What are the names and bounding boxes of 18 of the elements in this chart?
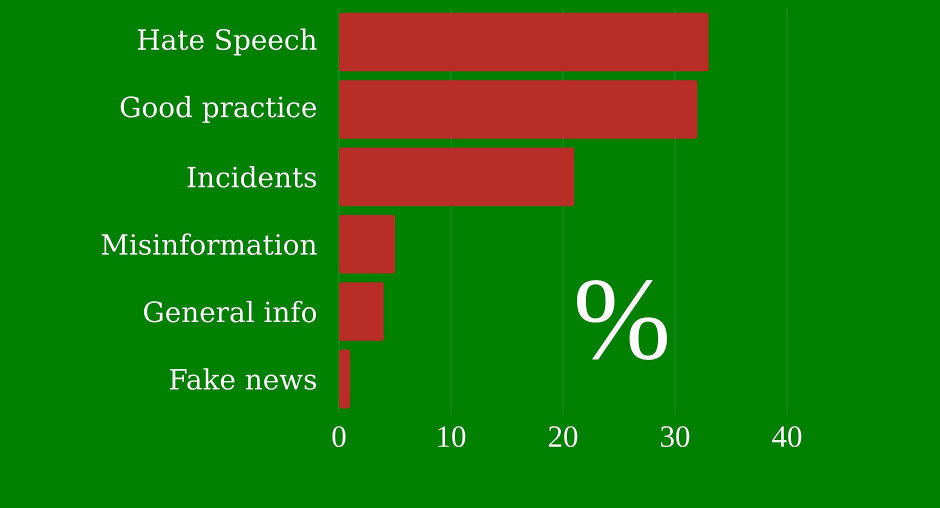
- y-tick-label: Misinformation: [102, 233, 317, 255]
- y-tick-label: Incidents: [188, 166, 316, 188]
- x-tick-label: 30: [661, 426, 690, 448]
- y-tick-label: Hate Speech: [138, 28, 317, 56]
- x-tick-label: 10: [438, 426, 466, 448]
- y-tick-label: General info: [144, 300, 316, 322]
- x-tick-label: 20: [548, 426, 578, 448]
- y-tick-label: Good practice: [120, 96, 316, 123]
- bar: [339, 147, 574, 206]
- bar: [339, 282, 384, 341]
- bar: [339, 214, 395, 274]
- y-tick-label: Fake news: [170, 368, 316, 390]
- bar: [339, 12, 709, 72]
- annotation: %: [577, 280, 667, 360]
- bar: [339, 80, 698, 139]
- x-tick-label: 0: [332, 426, 346, 448]
- bar: [339, 350, 350, 408]
- x-tick-label: 40: [772, 426, 802, 448]
